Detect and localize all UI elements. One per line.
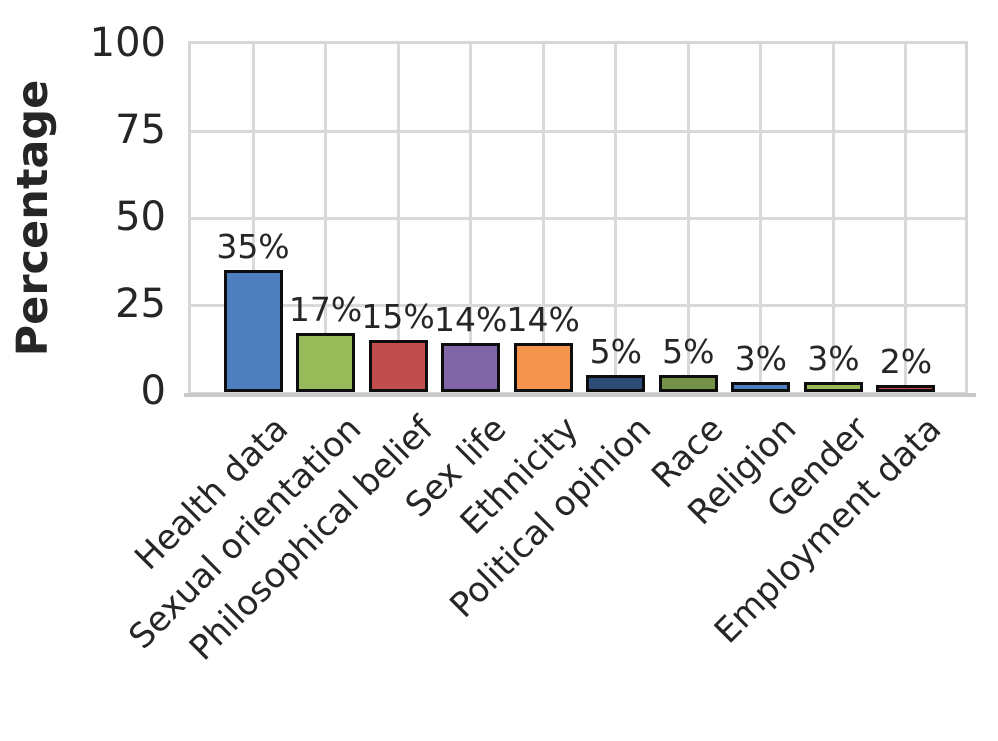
bar-value-label: 17%	[288, 290, 363, 329]
y-tick-label: 50	[115, 194, 166, 241]
bar	[513, 343, 573, 392]
bar-value-label: 14%	[506, 300, 580, 339]
gridline-vertical	[469, 44, 473, 392]
bar-value-label: 3%	[807, 339, 860, 378]
gridline-vertical	[759, 44, 763, 392]
gridline-vertical	[324, 44, 328, 392]
gridline-vertical	[686, 44, 690, 392]
gridline-horizontal	[191, 303, 965, 307]
bar-value-label: 35%	[216, 227, 290, 266]
y-tick-label: 100	[89, 20, 166, 67]
gridline-vertical	[831, 44, 835, 392]
bar	[441, 343, 501, 392]
x-axis-line	[184, 393, 976, 397]
bar-value-label: 5%	[589, 332, 642, 371]
bar-value-label: 5%	[662, 332, 715, 371]
bar	[876, 385, 936, 392]
gridline-vertical	[904, 44, 908, 392]
y-tick-label: 0	[140, 368, 166, 415]
bar	[296, 333, 356, 392]
bar-value-label: 15%	[361, 297, 435, 336]
gridline-horizontal	[191, 129, 965, 133]
bar-value-label: 3%	[734, 339, 788, 378]
gridline-vertical	[251, 44, 255, 392]
bar	[368, 340, 428, 392]
gridline-vertical	[396, 44, 400, 392]
y-tick-label: 75	[115, 107, 166, 154]
bar	[803, 382, 863, 392]
bar	[586, 375, 646, 392]
bar-value-label: 2%	[879, 342, 933, 381]
gridline-vertical	[541, 44, 545, 392]
gridline-horizontal	[191, 216, 965, 220]
gridline-vertical	[614, 44, 618, 392]
bar	[223, 270, 283, 392]
bar-value-label: 14%	[433, 300, 508, 339]
plot-area: 35% 17% 15% 14% 14% 5% 5% 3% 3% 2%	[188, 41, 968, 395]
y-tick-label: 25	[115, 281, 166, 328]
bar	[658, 375, 718, 392]
bar	[731, 382, 791, 392]
